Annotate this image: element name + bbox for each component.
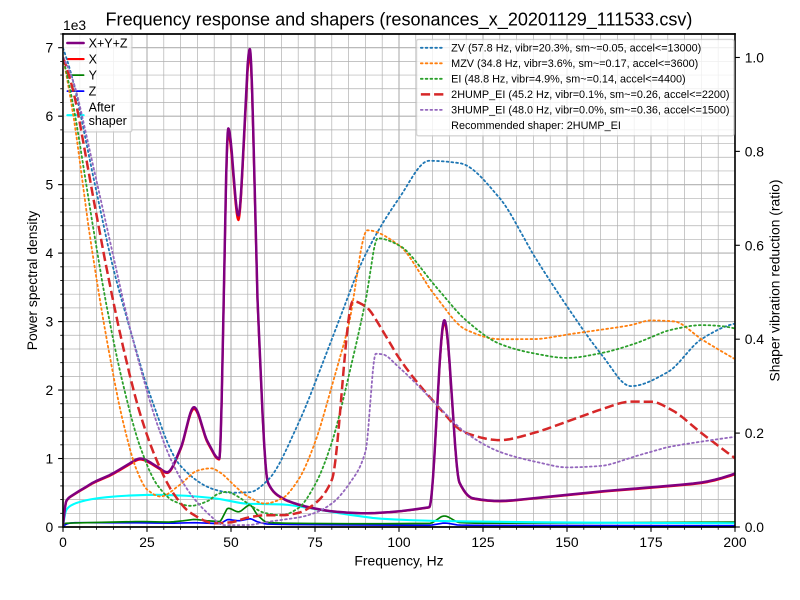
svg-text:1e3: 1e3 <box>63 17 86 33</box>
svg-text:Frequency response and shapers: Frequency response and shapers (resonanc… <box>106 10 693 31</box>
svg-text:0.6: 0.6 <box>745 237 765 253</box>
svg-text:3HUMP_EI (48.0 Hz, vibr=0.0%,: 3HUMP_EI (48.0 Hz, vibr=0.0%, sm~=0.36, … <box>451 105 729 117</box>
svg-text:shaper: shaper <box>89 114 127 128</box>
svg-text:100: 100 <box>387 534 410 550</box>
svg-text:ZV (57.8 Hz, vibr=20.3%, sm~=0: ZV (57.8 Hz, vibr=20.3%, sm~=0.05, accel… <box>451 43 701 55</box>
svg-text:50: 50 <box>223 534 239 550</box>
svg-text:Shaper vibration reduction (ra: Shaper vibration reduction (ratio) <box>767 179 783 381</box>
svg-text:75: 75 <box>307 534 323 550</box>
svg-text:200: 200 <box>723 534 746 550</box>
svg-text:Recommended shaper: 2HUMP_EI: Recommended shaper: 2HUMP_EI <box>451 120 621 132</box>
svg-text:1.0: 1.0 <box>745 50 765 66</box>
svg-text:X+Y+Z: X+Y+Z <box>89 36 128 50</box>
svg-text:MZV (34.8 Hz, vibr=3.6%, sm~=0: MZV (34.8 Hz, vibr=3.6%, sm~=0.17, accel… <box>451 58 698 70</box>
svg-text:4: 4 <box>46 245 54 261</box>
svg-text:7: 7 <box>46 40 54 56</box>
svg-text:0.4: 0.4 <box>745 331 765 347</box>
svg-text:125: 125 <box>471 534 494 550</box>
svg-text:0.2: 0.2 <box>745 425 765 441</box>
svg-text:5: 5 <box>46 177 54 193</box>
svg-text:3: 3 <box>46 314 54 330</box>
svg-text:After: After <box>89 101 115 115</box>
svg-text:0: 0 <box>46 519 54 535</box>
svg-text:25: 25 <box>139 534 155 550</box>
svg-text:150: 150 <box>555 534 578 550</box>
svg-text:Frequency, Hz: Frequency, Hz <box>354 552 443 568</box>
svg-text:2HUMP_EI (45.2 Hz, vibr=0.1%,: 2HUMP_EI (45.2 Hz, vibr=0.1%, sm~=0.26, … <box>451 89 729 101</box>
svg-text:175: 175 <box>639 534 662 550</box>
svg-text:0.8: 0.8 <box>745 143 765 159</box>
svg-text:Y: Y <box>89 68 98 82</box>
svg-text:X: X <box>89 52 98 66</box>
svg-text:EI (48.8 Hz, vibr=4.9%, sm~=0.: EI (48.8 Hz, vibr=4.9%, sm~=0.14, accel<… <box>451 74 685 86</box>
svg-text:6: 6 <box>46 108 54 124</box>
svg-text:Z: Z <box>89 85 97 99</box>
svg-text:0: 0 <box>59 534 67 550</box>
svg-text:Power spectral density: Power spectral density <box>24 211 40 351</box>
svg-text:1: 1 <box>46 451 54 467</box>
svg-text:0.0: 0.0 <box>745 519 765 535</box>
svg-text:2: 2 <box>46 382 54 398</box>
